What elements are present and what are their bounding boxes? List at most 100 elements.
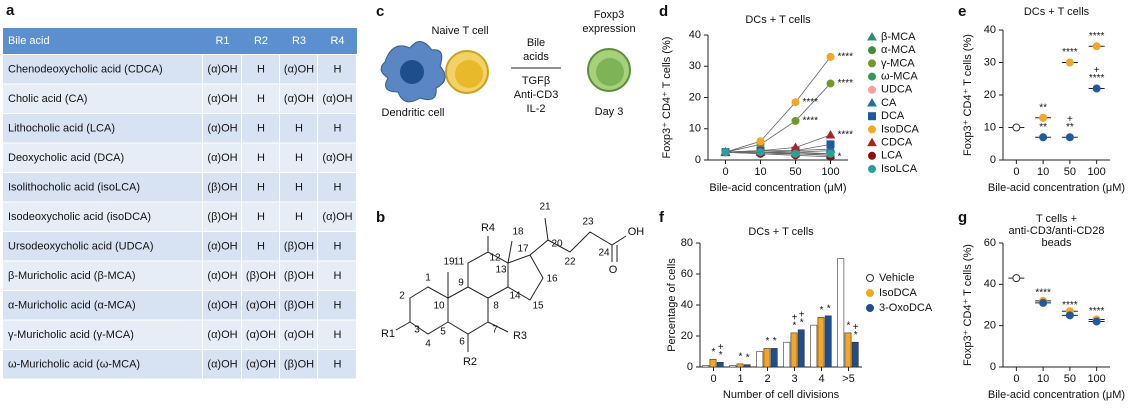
table-cell — [318, 350, 356, 379]
y-tick-label: 40 — [689, 29, 701, 41]
marker — [1092, 42, 1101, 51]
table-cell-text: H — [257, 63, 265, 75]
table-cell-text: Ursodeoxycholic acid (UDCA) — [8, 240, 154, 252]
legend-label: Vehicle — [879, 272, 914, 284]
table-cell-text: H — [334, 270, 342, 282]
readout: expression — [582, 23, 635, 35]
legend-label: LCA — [881, 150, 903, 162]
atom-number: 16 — [546, 274, 558, 285]
x-tick-label: 50 — [1064, 373, 1076, 385]
table-cell-text: H — [257, 152, 265, 164]
table-header-bg — [3, 28, 357, 54]
marker — [721, 148, 730, 157]
bar — [817, 317, 825, 368]
marker — [868, 85, 876, 94]
table-cell-text: (β)OH — [284, 358, 314, 370]
table-cell-text: H — [257, 122, 265, 134]
table-cell-text: H — [334, 358, 342, 370]
x-axis-title: Number of cell divisions — [723, 389, 840, 401]
table-cell — [203, 202, 241, 231]
y-tick-label: 60 — [681, 268, 693, 280]
bar — [743, 364, 751, 368]
marker — [868, 165, 876, 173]
y-tick-label: 20 — [689, 91, 701, 103]
table-cell — [318, 232, 356, 261]
table-cell-text: (β)OH — [207, 211, 237, 223]
y-tick-label: 20 — [681, 330, 693, 342]
bar — [790, 332, 798, 368]
table-cell-text: (α)OH — [322, 152, 352, 164]
table-cell — [3, 173, 202, 202]
table-cell — [203, 143, 241, 172]
marker — [826, 52, 835, 61]
cell-label: Naive T cell — [431, 25, 488, 37]
marker — [867, 31, 877, 41]
table-cell — [280, 202, 317, 231]
x-tick-label: 100 — [1087, 166, 1105, 178]
significance: * — [820, 305, 824, 316]
y-tick-label: 40 — [984, 278, 996, 290]
table-cell — [203, 173, 241, 202]
table-cell-text: H — [295, 181, 303, 193]
y-tick-label: 0 — [990, 154, 996, 166]
table-cell — [3, 202, 202, 231]
y-axis-title: Foxp3⁺ CD4⁺ T cells (%) — [661, 37, 673, 159]
line — [725, 134, 831, 153]
table-cell — [318, 320, 356, 349]
table-cell — [203, 55, 241, 84]
table-cell — [280, 320, 317, 349]
bar — [837, 258, 845, 368]
table-cell-text: Isodeoxycholic acid (isoDCA) — [8, 211, 151, 223]
table-cell — [280, 114, 317, 143]
table-cell — [242, 202, 279, 231]
atom-number: 24 — [598, 248, 610, 259]
atom-number: 4 — [425, 339, 431, 350]
marker — [1092, 84, 1101, 93]
x-tick-label: 0 — [1013, 373, 1019, 385]
table-cell-text: β-Muricholic acid (β-MCA) — [8, 270, 136, 282]
y-tick-label: 60 — [984, 237, 996, 249]
atom-number: 12 — [489, 253, 501, 264]
bar — [756, 351, 764, 368]
table-cell — [242, 350, 279, 379]
significance: * — [746, 352, 750, 363]
table-cell-text: (α)OH — [207, 122, 237, 134]
atom-number: 19 — [443, 257, 455, 268]
legend-label: 3-OxoDCA — [879, 302, 933, 314]
bar — [851, 341, 859, 368]
table-cell-text: H — [334, 181, 342, 193]
table-cell-text: (α)OH — [207, 329, 237, 341]
legend-label: CA — [881, 97, 897, 109]
significance: + — [1067, 114, 1073, 125]
bar — [716, 362, 724, 368]
marker — [1065, 58, 1074, 67]
table-cell — [318, 261, 356, 290]
table-cell-text: Lithocholic acid (LCA) — [8, 122, 115, 134]
table-cell — [318, 55, 356, 84]
panel-label: g — [958, 209, 967, 226]
condition: TGFβ — [522, 75, 550, 87]
legend-label: IsoDCA — [879, 287, 918, 299]
atom-number: 23 — [582, 217, 594, 228]
table-cell-text: H — [257, 240, 265, 252]
table-cell-text: γ-Muricholic acid (γ-MCA) — [8, 329, 134, 341]
readout: Foxp3 — [594, 9, 625, 21]
table-cell-text: α-Muricholic acid (α-MCA) — [8, 299, 136, 311]
panel-label: e — [958, 3, 966, 20]
group: O — [609, 264, 618, 276]
table-cell — [242, 291, 279, 320]
axes — [1002, 243, 1110, 368]
atom-number: 1 — [425, 273, 431, 284]
table-cell-text: (α)OH — [246, 299, 276, 311]
chart-title: DCs + T cells — [745, 14, 811, 26]
marker — [868, 151, 876, 160]
table-cell-text: (β)OH — [284, 299, 314, 311]
x-tick-label: 2 — [764, 373, 770, 385]
x-tick-label: 1 — [737, 373, 743, 385]
x-axis-title: Bile-acid concentration (μM) — [988, 182, 1125, 194]
table-cell — [3, 143, 202, 172]
substituent: R2 — [463, 356, 477, 368]
day: Day 3 — [595, 106, 624, 118]
table-cell — [318, 143, 356, 172]
